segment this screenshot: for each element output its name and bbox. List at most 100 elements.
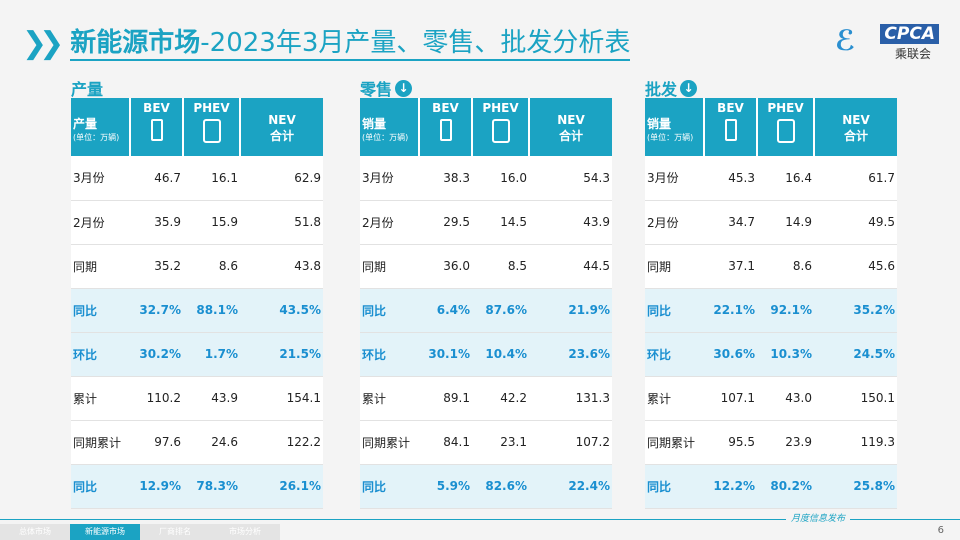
cell: 3月份 (360, 156, 419, 201)
cell: 8.6 (757, 244, 814, 289)
cell: 16.4 (757, 156, 814, 201)
cell: 88.1% (183, 288, 240, 333)
section-title: 产量 (71, 76, 103, 100)
table-row: 2月份 34.7 14.9 49.5 (645, 200, 897, 245)
cell: 78.3% (183, 464, 240, 509)
cell: 45.3 (704, 156, 757, 201)
cell: 14.5 (472, 200, 529, 245)
cell: 环比 (71, 332, 130, 377)
cell: 3月份 (71, 156, 130, 201)
cell: 51.8 (240, 200, 323, 245)
table-row: 同比 12.2% 80.2% 25.8% (645, 464, 897, 509)
col-phev: PHEV (471, 98, 529, 156)
table-row: 3月份 46.7 16.1 62.9 (71, 156, 323, 201)
tab-ranking[interactable]: 厂商排名 (159, 527, 191, 536)
cell: 107.2 (529, 420, 612, 465)
cell: 34.7 (704, 200, 757, 245)
cell: 8.5 (472, 244, 529, 289)
col-label: PHEV (767, 101, 804, 115)
col-phev: PHEV (182, 98, 240, 156)
table-row: 3月份 38.3 16.0 54.3 (360, 156, 612, 201)
cell: 43.9 (529, 200, 612, 245)
cell: 14.9 (757, 200, 814, 245)
cell: 89.1 (419, 376, 472, 421)
section-title: 零售 ↓ (360, 76, 413, 100)
table-row: 同期 36.0 8.5 44.5 (360, 244, 612, 289)
cell: 22.4% (529, 464, 612, 509)
cell: 16.1 (183, 156, 240, 201)
table-row: 2月份 35.9 15.9 51.8 (71, 200, 323, 245)
cell: 46.7 (130, 156, 183, 201)
battery-icon (150, 119, 163, 141)
cell: 24.6 (183, 420, 240, 465)
cell: 21.5% (240, 332, 323, 377)
cell: 25.8% (814, 464, 897, 509)
cell: 80.2% (757, 464, 814, 509)
table-row: 累计 110.2 43.9 154.1 (71, 376, 323, 421)
tab-overall[interactable]: 总体市场 (19, 527, 51, 536)
cell: 同期 (645, 244, 704, 289)
cell: 119.3 (814, 420, 897, 465)
cell: 3月份 (645, 156, 704, 201)
cell: 累计 (360, 376, 419, 421)
table-row: 同比 6.4% 87.6% 21.9% (360, 288, 612, 333)
footer-label: 月度信息发布 (786, 511, 851, 524)
table-row: 同比 5.9% 82.6% 22.4% (360, 464, 612, 509)
download-icon[interactable]: ↓ (680, 79, 698, 97)
col-label: BEV (432, 101, 459, 115)
table-row: 同比 32.7% 88.1% 43.5% (71, 288, 323, 333)
cell: 同期 (71, 244, 130, 289)
cell: 131.3 (529, 376, 612, 421)
cell: 12.2% (704, 464, 757, 509)
cell: 45.6 (814, 244, 897, 289)
cell: 87.6% (472, 288, 529, 333)
cell: 43.5% (240, 288, 323, 333)
cell: 1.7% (183, 332, 240, 377)
cell: 环比 (360, 332, 419, 377)
charger-icon (491, 119, 510, 143)
cell: 32.7% (130, 288, 183, 333)
metric-label: 产量 (73, 116, 98, 131)
cell: 61.7 (814, 156, 897, 201)
cell: 同比 (645, 464, 704, 509)
cell: 30.2% (130, 332, 183, 377)
row-header: 产量 (单位：万辆) (71, 98, 130, 156)
tab-analysis[interactable]: 市场分析 (229, 527, 261, 536)
title-rest: -2023年3月产量、零售、批发分析表 (200, 27, 631, 58)
title-bold: 新能源市场 (70, 27, 201, 58)
cell: 26.1% (240, 464, 323, 509)
cell: 23.1 (472, 420, 529, 465)
logo-emblem-icon: ℰ (835, 24, 856, 57)
col-label: NEV (842, 113, 870, 127)
charger-icon (202, 119, 221, 143)
cell: 同期 (360, 244, 419, 289)
cell: 8.6 (183, 244, 240, 289)
cell: 23.9 (757, 420, 814, 465)
data-table: 销量 (单位：万辆) BEV PHEV NEV 合计 3月份 38.3 16.0 54.3 2… (360, 98, 612, 509)
cell: 30.6% (704, 332, 757, 377)
cell: 35.9 (130, 200, 183, 245)
cell: 43.0 (757, 376, 814, 421)
logo-text: CPCA (880, 24, 939, 44)
col-phev: PHEV (756, 98, 814, 156)
col-label: PHEV (193, 101, 230, 115)
col-bev: BEV (703, 98, 757, 156)
table-row: 同期 37.1 8.6 45.6 (645, 244, 897, 289)
cell: 同期累计 (360, 420, 419, 465)
col-label-sub: 合计 (843, 129, 868, 143)
download-icon[interactable]: ↓ (395, 79, 413, 97)
cell: 122.2 (240, 420, 323, 465)
col-bev: BEV (129, 98, 183, 156)
cell: 同期累计 (645, 420, 704, 465)
cpca-logo: ℰ CPCA 乘联会 (835, 24, 939, 61)
cell: 36.0 (419, 244, 472, 289)
cell: 同比 (645, 288, 704, 333)
data-table: 产量 (单位：万辆) BEV PHEV NEV 合计 3月份 46.7 16.1 62.9 2… (71, 98, 323, 509)
cell: 2月份 (360, 200, 419, 245)
cell: 49.5 (814, 200, 897, 245)
cell: 同比 (360, 464, 419, 509)
data-table: 销量 (单位：万辆) BEV PHEV NEV 合计 3月份 45.3 16.4 61.7 2… (645, 98, 897, 509)
cell: 38.3 (419, 156, 472, 201)
row-header: 销量 (单位：万辆) (360, 98, 419, 156)
tab-nev[interactable]: 新能源市场 (70, 524, 140, 540)
